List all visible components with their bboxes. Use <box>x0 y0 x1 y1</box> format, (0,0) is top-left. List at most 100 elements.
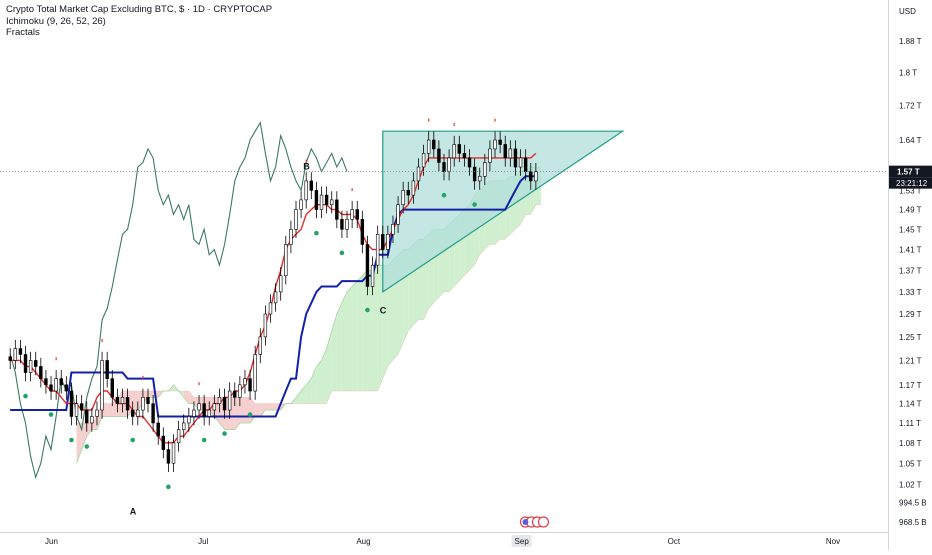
candle-body <box>472 166 477 182</box>
candle <box>513 140 518 176</box>
candle <box>335 191 339 229</box>
fractal-down-marker <box>166 484 171 490</box>
price-tick: 1.05 T <box>899 459 922 468</box>
candle-body <box>192 409 196 417</box>
ichimoku-indicator-label[interactable]: Ichimoku (9, 26, 52, 26) <box>6 15 106 27</box>
triangle-shape <box>382 130 625 294</box>
candle-body <box>105 360 109 379</box>
candle <box>110 369 114 407</box>
price-tick: 1.29 T <box>899 310 922 319</box>
candle-body <box>258 336 262 355</box>
candle <box>299 191 303 219</box>
candle-body <box>8 356 12 361</box>
candle <box>182 414 186 439</box>
candle-body <box>294 209 298 230</box>
flags-icon[interactable] <box>519 516 550 528</box>
candle-body <box>268 302 273 315</box>
candle-body <box>319 194 324 210</box>
fractal-down-marker <box>69 437 74 443</box>
cloud-segment <box>321 348 327 404</box>
fractal-up-marker <box>305 159 307 163</box>
candle <box>386 225 390 259</box>
fractal-down-marker <box>339 250 345 256</box>
candle <box>222 388 227 419</box>
candle <box>187 407 191 432</box>
candle-body <box>69 390 74 417</box>
candle <box>233 382 237 407</box>
fractals-indicator-label[interactable]: Fractals <box>6 27 40 38</box>
candle-body <box>79 403 84 411</box>
candle-body <box>447 157 451 172</box>
price-tick: 1.53 T <box>899 186 922 195</box>
pattern-label-a: A <box>130 507 137 517</box>
price-tick: 994.5 B <box>899 499 927 508</box>
candle <box>381 225 385 259</box>
candle-body <box>182 422 186 430</box>
cloud-segment <box>81 422 87 450</box>
candle-body <box>406 190 410 196</box>
countdown-label: 23:21:12 <box>896 179 928 188</box>
candle-body <box>483 162 487 177</box>
candle-body <box>28 360 33 373</box>
time-label: Jun <box>45 537 58 546</box>
candle <box>176 420 181 452</box>
candle-body <box>335 199 339 220</box>
price-tick: 1.17 T <box>899 381 922 390</box>
candle-body <box>416 166 421 182</box>
candle-body <box>309 180 314 191</box>
candle-body <box>64 384 69 392</box>
candle <box>289 220 293 254</box>
cloud-segment <box>357 275 363 392</box>
triangle-pattern[interactable] <box>382 130 625 294</box>
fractal-up-marker <box>453 123 455 127</box>
last-price-label: 1.57 T <box>897 168 920 177</box>
candles <box>8 118 538 490</box>
candle-body <box>437 148 441 163</box>
candle <box>457 135 462 163</box>
candle-body <box>452 144 456 159</box>
pattern-labels: A B C <box>130 161 387 516</box>
candle-body <box>243 378 247 386</box>
candle-body <box>411 180 416 196</box>
cloud-segment <box>372 265 378 392</box>
candle <box>478 167 482 190</box>
candle-body <box>233 390 237 398</box>
fractal-down-marker <box>23 393 28 399</box>
candle <box>49 376 53 400</box>
candle <box>483 153 487 186</box>
candle-body <box>39 366 43 379</box>
candle-body <box>513 148 518 168</box>
fractal-up-marker <box>351 188 353 192</box>
candle <box>391 215 395 244</box>
price-tick: 1.08 T <box>899 439 922 448</box>
candle-body <box>202 403 206 417</box>
candle <box>197 394 201 419</box>
flag-icon-circle <box>537 516 550 528</box>
price-tick: 968.5 B <box>899 518 927 527</box>
candle-body <box>386 234 390 250</box>
price-tick: 1.25 T <box>899 333 922 342</box>
candle-body <box>299 199 303 210</box>
candle <box>355 200 359 229</box>
candle-body <box>498 139 502 145</box>
time-axis[interactable]: Jun Jul Aug Sep Oct Nov <box>0 532 932 548</box>
candle <box>467 149 472 176</box>
candle <box>28 351 33 382</box>
cloud-segment <box>260 403 266 417</box>
candle-body <box>212 403 217 411</box>
candle-body <box>518 157 523 168</box>
candle <box>120 388 125 413</box>
candle <box>324 186 329 214</box>
cloud-segment <box>367 270 373 392</box>
candle <box>411 172 416 204</box>
cloud-segment <box>76 422 82 464</box>
candle <box>171 434 176 473</box>
candle <box>416 158 421 190</box>
candle <box>421 144 426 176</box>
candle-body <box>324 194 329 206</box>
candle <box>34 351 38 376</box>
candle-body <box>59 378 63 386</box>
candle-body <box>171 442 176 464</box>
